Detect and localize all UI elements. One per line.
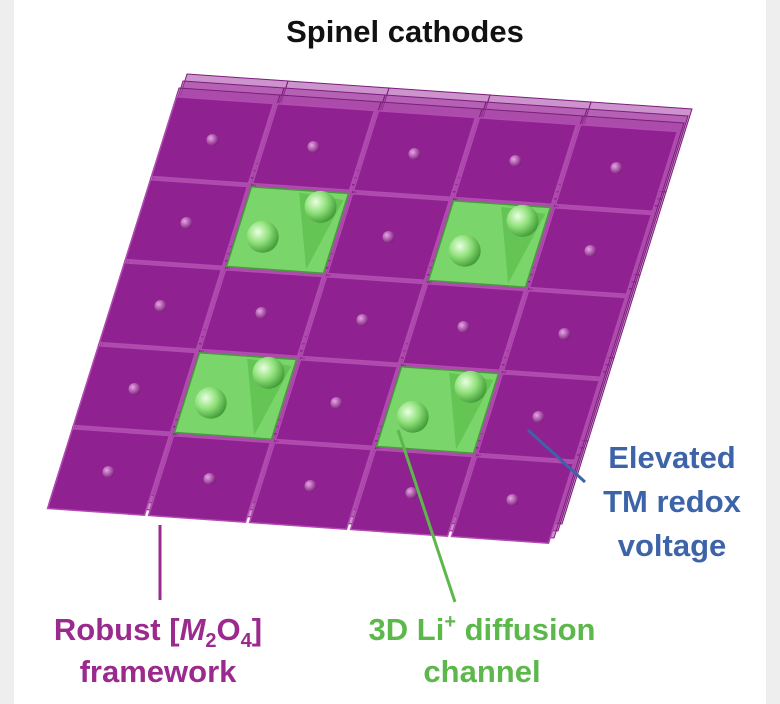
li-ion xyxy=(448,234,481,267)
tm-ion xyxy=(405,487,418,499)
tm-ion xyxy=(506,494,519,506)
lattice xyxy=(46,73,693,544)
diffusion-label: 3D Li+ diffusion xyxy=(369,611,596,647)
voltage-pointer xyxy=(526,428,587,484)
title: Spinel cathodes xyxy=(286,14,524,49)
frame-left xyxy=(0,0,14,704)
label-sup: + xyxy=(444,611,456,633)
li-ion xyxy=(304,190,337,223)
li-ion xyxy=(246,220,279,253)
tm-ion xyxy=(203,473,216,485)
tm-ion xyxy=(102,466,115,478)
tm-ion xyxy=(356,314,369,326)
label-sub: 2 xyxy=(205,630,216,652)
tm-ion xyxy=(584,245,597,257)
diffusion-pointer xyxy=(396,429,457,603)
label-part: O xyxy=(217,612,241,647)
label-part: 3D Li xyxy=(369,612,445,647)
voltage-label: voltage xyxy=(618,528,727,563)
label-part: diffusion xyxy=(456,612,595,647)
label-part: ] xyxy=(252,612,262,647)
framework-label-2: framework xyxy=(80,654,238,689)
label-part: M xyxy=(180,612,207,647)
tm-ion xyxy=(509,155,522,167)
tm-ion xyxy=(457,321,470,333)
tm-ion xyxy=(180,217,193,229)
li-ion xyxy=(454,370,487,403)
tm-ion xyxy=(610,162,623,174)
tm-ion xyxy=(330,397,343,409)
voltage-label: Elevated xyxy=(608,440,736,475)
li-ion xyxy=(396,400,429,433)
tm-ion xyxy=(255,307,268,319)
label-part: Robust [ xyxy=(54,612,180,647)
li-ion xyxy=(506,204,539,237)
tm-ion xyxy=(206,134,219,146)
frame-right xyxy=(766,0,780,704)
tm-ion xyxy=(128,383,141,395)
tm-ion xyxy=(382,231,395,243)
tm-ion xyxy=(532,411,545,423)
tm-ion xyxy=(307,141,320,153)
li-ion xyxy=(252,356,285,389)
tm-ion xyxy=(558,328,571,340)
tm-ion xyxy=(408,148,421,160)
diffusion-label-2: channel xyxy=(423,654,540,689)
li-ion xyxy=(194,386,227,419)
tm-ion xyxy=(304,480,317,492)
label-sub: 4 xyxy=(241,630,253,652)
voltage-label: TM redox xyxy=(603,484,742,519)
tm-ion xyxy=(154,300,167,312)
framework-label: Robust [M2O4] xyxy=(54,612,262,652)
